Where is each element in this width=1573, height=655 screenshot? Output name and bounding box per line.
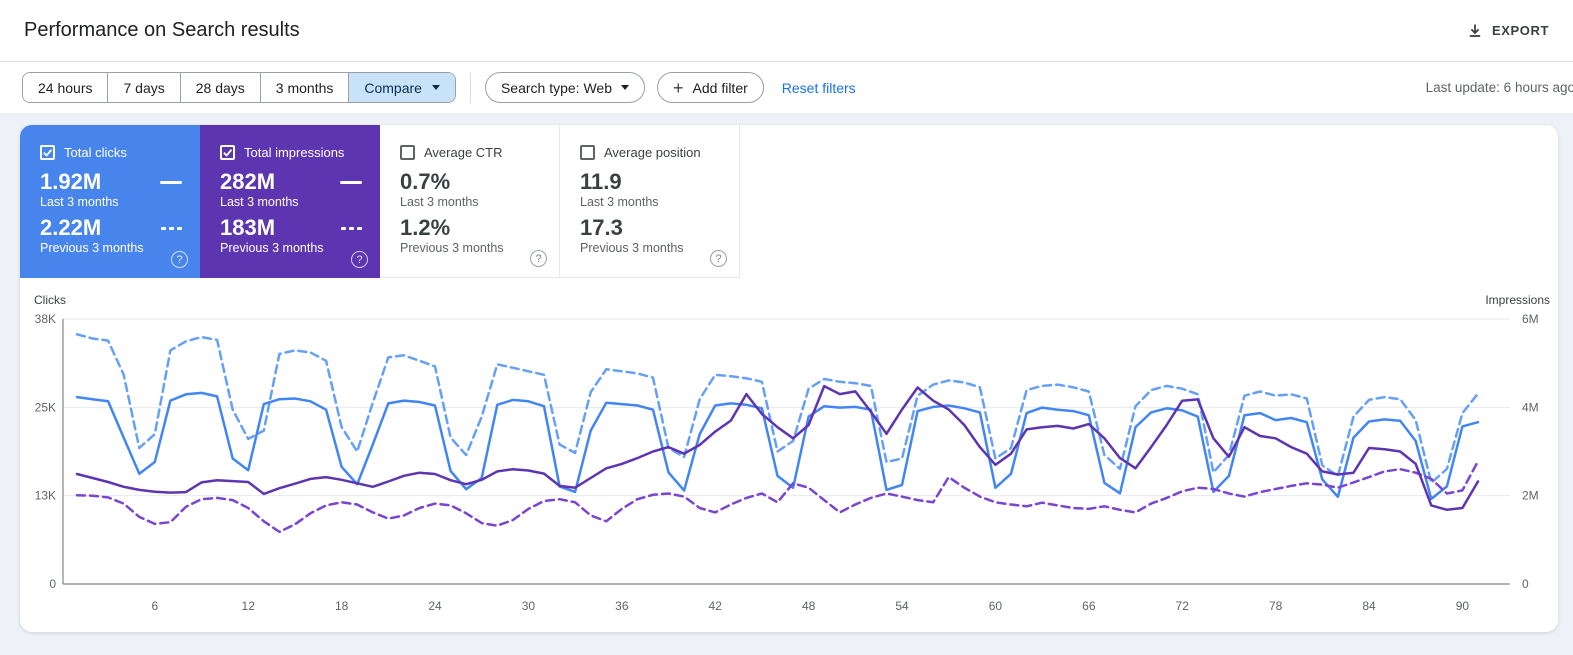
svg-text:72: 72 (1176, 599, 1190, 613)
svg-text:78: 78 (1269, 599, 1283, 613)
help-icon[interactable]: ? (171, 251, 188, 268)
svg-text:2M: 2M (1522, 489, 1539, 503)
metric-card-total-clicks[interactable]: Total clicks 1.92M Last 3 months 2.22M P… (20, 125, 200, 278)
svg-text:12: 12 (242, 599, 256, 613)
svg-text:24: 24 (428, 599, 442, 613)
chart-area: 0 13K 25K 38K 0 2M 4M 6M Clicks Impressions 6 12 18 2… (20, 278, 1558, 627)
svg-text:60: 60 (989, 599, 1003, 613)
content-area: Total clicks 1.92M Last 3 months 2.22M P… (0, 113, 1573, 632)
svg-text:0: 0 (1522, 577, 1529, 591)
compare-button[interactable]: Compare (349, 73, 455, 102)
plus-icon: + (673, 77, 684, 98)
check-icon (43, 149, 53, 157)
date-range-3-months[interactable]: 3 months (260, 73, 350, 102)
metric-card-total-impressions[interactable]: Total impressions 282M Last 3 months 183… (200, 125, 380, 278)
chevron-down-icon (621, 85, 629, 90)
svg-text:66: 66 (1082, 599, 1096, 613)
last-update-text: Last update: 6 hours ago (1425, 80, 1573, 95)
svg-text:36: 36 (615, 599, 629, 613)
date-range-28-days[interactable]: 28 days (180, 73, 261, 102)
metric-card-average-position[interactable]: Average position 11.9 Last 3 months 17.3… (560, 125, 740, 278)
svg-text:6M: 6M (1522, 312, 1539, 326)
checkbox-average-ctr[interactable] (400, 145, 415, 160)
download-icon (1469, 24, 1481, 37)
dashed-line-marker (341, 226, 362, 230)
metric-tiles: Total clicks 1.92M Last 3 months 2.22M P… (20, 125, 1558, 278)
svg-text:4M: 4M (1522, 400, 1539, 414)
svg-text:84: 84 (1362, 599, 1376, 613)
checkbox-total-impressions[interactable] (220, 145, 235, 160)
svg-text:6: 6 (151, 599, 158, 613)
checkbox-average-position[interactable] (580, 145, 595, 160)
svg-text:42: 42 (709, 599, 723, 613)
solid-line-marker (340, 180, 362, 184)
date-range-24-hours[interactable]: 24 hours (23, 73, 109, 102)
date-range-group: 24 hours 7 days 28 days 3 months Compare (22, 72, 456, 103)
svg-text:30: 30 (522, 599, 536, 613)
svg-text:Impressions: Impressions (1485, 293, 1550, 307)
help-icon[interactable]: ? (351, 251, 368, 268)
date-range-7-days[interactable]: 7 days (108, 73, 181, 102)
checkbox-total-clicks[interactable] (40, 145, 55, 160)
svg-text:25K: 25K (35, 400, 56, 414)
performance-card: Total clicks 1.92M Last 3 months 2.22M P… (20, 125, 1558, 632)
help-icon[interactable]: ? (710, 250, 727, 267)
svg-text:90: 90 (1456, 599, 1470, 613)
filter-toolbar: 24 hours 7 days 28 days 3 months Compare… (0, 62, 1573, 113)
performance-chart[interactable]: 0 13K 25K 38K 0 2M 4M 6M Clicks Impressions 6 12 18 2… (20, 292, 1550, 622)
svg-text:38K: 38K (35, 312, 56, 326)
export-button[interactable]: EXPORT (1459, 17, 1557, 45)
svg-text:18: 18 (335, 599, 349, 613)
header: Performance on Search results EXPORT 24 … (0, 0, 1573, 113)
export-label: EXPORT (1491, 23, 1549, 38)
reset-filters-link[interactable]: Reset filters (781, 79, 856, 96)
dashed-line-marker (161, 226, 182, 230)
toolbar-divider (469, 72, 471, 103)
check-icon (223, 149, 233, 157)
page-title: Performance on Search results (24, 19, 300, 41)
add-filter-button[interactable]: + Add filter (657, 72, 764, 103)
solid-line-marker (160, 180, 182, 184)
svg-text:48: 48 (802, 599, 816, 613)
metric-card-average-ctr[interactable]: Average CTR 0.7% Last 3 months 1.2% Prev… (380, 125, 560, 278)
svg-text:54: 54 (895, 599, 909, 613)
search-type-filter[interactable]: Search type: Web (484, 72, 645, 103)
svg-text:13K: 13K (35, 489, 56, 503)
help-icon[interactable]: ? (530, 250, 547, 267)
chevron-down-icon (431, 85, 440, 90)
svg-text:Clicks: Clicks (34, 293, 66, 307)
svg-text:0: 0 (49, 577, 56, 591)
